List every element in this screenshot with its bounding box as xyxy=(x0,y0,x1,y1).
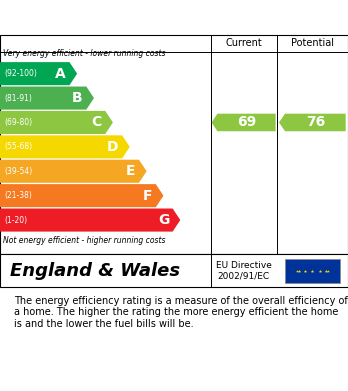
Text: 69: 69 xyxy=(237,115,256,129)
Text: (39-54): (39-54) xyxy=(4,167,32,176)
Text: Current: Current xyxy=(225,38,262,48)
Polygon shape xyxy=(0,208,180,231)
Text: (92-100): (92-100) xyxy=(4,69,37,78)
Polygon shape xyxy=(0,86,94,109)
Polygon shape xyxy=(0,111,113,134)
Polygon shape xyxy=(0,62,77,85)
Text: EU Directive
2002/91/EC: EU Directive 2002/91/EC xyxy=(216,261,271,280)
Text: A: A xyxy=(55,66,66,81)
Text: 76: 76 xyxy=(306,115,325,129)
Text: The energy efficiency rating is a measure of the overall efficiency of a home. T: The energy efficiency rating is a measur… xyxy=(14,296,348,329)
Text: Energy Efficiency Rating: Energy Efficiency Rating xyxy=(10,10,220,25)
Polygon shape xyxy=(0,160,147,183)
Text: Not energy efficient - higher running costs: Not energy efficient - higher running co… xyxy=(3,235,166,244)
Text: G: G xyxy=(158,213,169,227)
Text: Very energy efficient - lower running costs: Very energy efficient - lower running co… xyxy=(3,49,166,58)
Polygon shape xyxy=(212,114,276,131)
Text: B: B xyxy=(72,91,83,105)
Text: Potential: Potential xyxy=(291,38,334,48)
Polygon shape xyxy=(0,135,130,158)
Polygon shape xyxy=(279,114,346,131)
Text: D: D xyxy=(107,140,119,154)
Text: (69-80): (69-80) xyxy=(4,118,32,127)
Text: F: F xyxy=(143,188,152,203)
Text: C: C xyxy=(92,115,102,129)
Bar xyxy=(285,259,340,283)
Text: (21-38): (21-38) xyxy=(4,191,32,200)
Polygon shape xyxy=(0,184,164,207)
Text: (81-91): (81-91) xyxy=(4,93,32,102)
Text: E: E xyxy=(126,164,135,178)
Text: England & Wales: England & Wales xyxy=(10,262,181,280)
Text: (55-68): (55-68) xyxy=(4,142,32,151)
Text: (1-20): (1-20) xyxy=(4,215,27,224)
